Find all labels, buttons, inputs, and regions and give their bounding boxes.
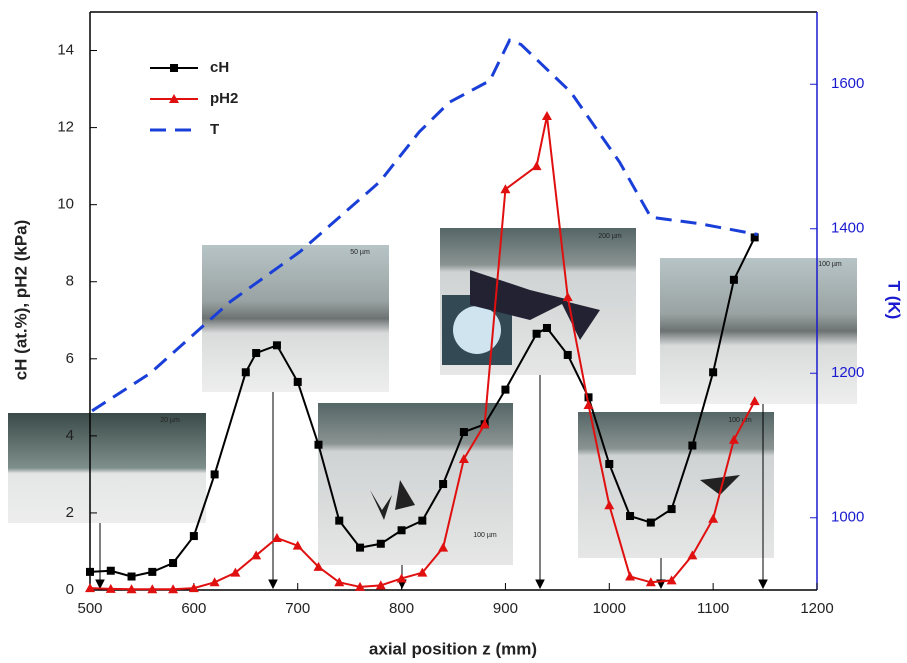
data-point <box>273 341 281 349</box>
inset-scale-label: 100 µm <box>728 417 752 424</box>
data-point <box>169 559 177 567</box>
micrograph <box>8 413 206 523</box>
y-tick-label: 8 <box>66 273 74 290</box>
inset-scale-label: 200 µm <box>598 233 622 240</box>
y2-tick-label: 1200 <box>831 364 864 381</box>
y2-axis-label: T (K) <box>885 281 904 320</box>
insets <box>8 228 857 565</box>
x-tick-label: 1000 <box>593 600 626 617</box>
data-point <box>584 400 594 409</box>
legend-label: T <box>210 121 219 138</box>
inset-scale-label: 20 µm <box>160 417 180 424</box>
y-tick-label: 6 <box>66 350 74 367</box>
y-tick-label: 10 <box>57 196 74 213</box>
inset-scale-label: 100 µm <box>818 261 842 268</box>
data-point <box>543 324 551 332</box>
arrow-head <box>96 580 104 588</box>
data-point <box>647 519 655 527</box>
micrograph <box>578 412 774 558</box>
data-point <box>532 161 542 170</box>
data-point <box>377 540 385 548</box>
data-point <box>439 480 447 488</box>
page: {"chart_data": { "type": "line", "x_labe… <box>0 0 907 663</box>
micrograph <box>202 245 389 392</box>
data-point <box>314 441 322 449</box>
y-tick-label: 0 <box>66 581 74 598</box>
legend-marker <box>170 64 178 72</box>
y-tick-label: 12 <box>57 119 74 136</box>
x-tick-label: 500 <box>77 600 102 617</box>
data-point <box>418 517 426 525</box>
data-point <box>625 572 635 581</box>
x-axis-label: axial position z (mm) <box>369 639 537 658</box>
data-point <box>356 544 364 552</box>
x-tick-label: 600 <box>181 600 206 617</box>
y2-tick-label: 1000 <box>831 509 864 526</box>
data-point <box>211 470 219 478</box>
data-point <box>190 532 198 540</box>
y-tick-label: 2 <box>66 504 74 521</box>
data-point <box>335 517 343 525</box>
y-tick-label: 14 <box>57 42 74 59</box>
arrow-head <box>536 580 544 588</box>
data-point <box>242 368 250 376</box>
chart: axial position z (mm) cH (at.%), pH2 (kP… <box>0 0 907 663</box>
data-point <box>605 460 613 468</box>
data-point <box>460 428 468 436</box>
data-point <box>501 386 509 394</box>
inset-scale-label: 100 µm <box>473 532 497 539</box>
y-axis-label: cH (at.%), pH2 (kPa) <box>11 220 30 381</box>
data-point <box>668 505 676 513</box>
data-point <box>294 378 302 386</box>
legend-label: pH2 <box>210 90 238 107</box>
y2-tick-label: 1400 <box>831 220 864 237</box>
data-point <box>533 330 541 338</box>
x-tick-label: 800 <box>389 600 414 617</box>
data-point <box>730 276 738 284</box>
x-tick-label: 900 <box>493 600 518 617</box>
x-tick-label: 1100 <box>697 600 729 617</box>
data-point <box>542 111 552 120</box>
y2-tick-label: 1600 <box>831 75 864 92</box>
y-tick-label: 4 <box>66 427 74 444</box>
data-point <box>398 526 406 534</box>
data-point <box>86 568 94 576</box>
arrow-head <box>759 580 767 588</box>
data-point <box>709 368 717 376</box>
data-point <box>210 577 220 586</box>
data-point <box>688 442 696 450</box>
micrograph <box>660 258 857 404</box>
data-point <box>148 568 156 576</box>
arrow-head <box>269 580 277 588</box>
data-point <box>564 351 572 359</box>
data-point <box>626 512 634 520</box>
series-line <box>92 40 758 411</box>
x-tick-label: 1200 <box>800 600 833 617</box>
data-point <box>128 573 136 581</box>
inset-scale-label: 50 µm <box>350 249 370 256</box>
x-tick-label: 700 <box>285 600 310 617</box>
legend-label: cH <box>210 59 229 76</box>
data-point <box>252 349 260 357</box>
data-point <box>107 567 115 575</box>
